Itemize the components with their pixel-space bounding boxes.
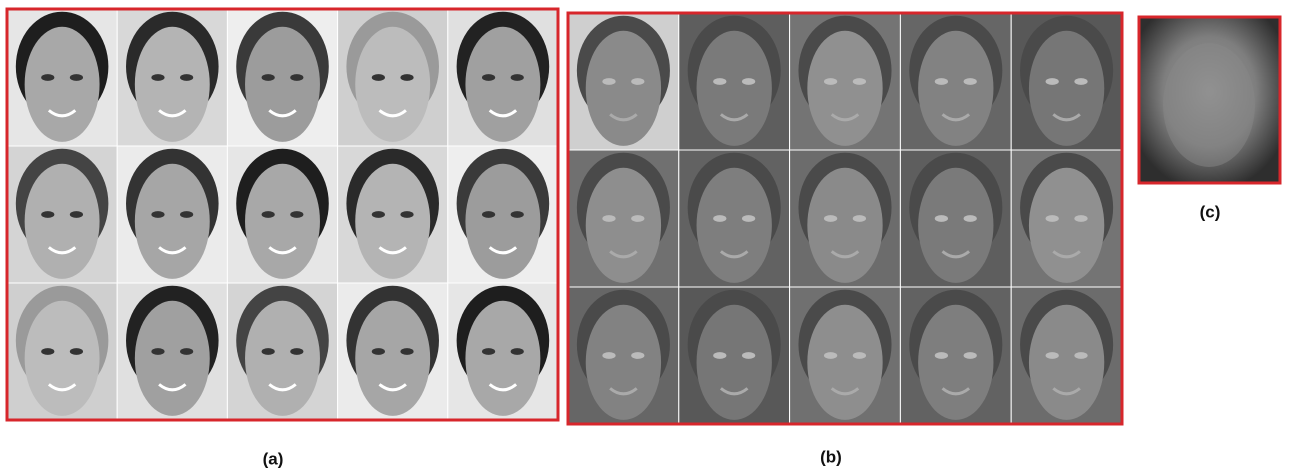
figure: (a) (b) (c) — [0, 0, 1289, 471]
eye — [935, 352, 948, 359]
eye — [511, 74, 524, 81]
eye — [631, 78, 644, 85]
face — [135, 27, 210, 142]
eye — [262, 348, 275, 355]
eye — [482, 348, 495, 355]
face — [1029, 168, 1104, 283]
panel-label: (c) — [1200, 202, 1221, 221]
eye — [602, 215, 615, 222]
eye — [964, 215, 977, 222]
eye — [511, 348, 524, 355]
eye — [964, 352, 977, 359]
eye — [70, 348, 83, 355]
face — [918, 168, 993, 283]
eye — [1074, 215, 1087, 222]
panel-label: (b) — [820, 447, 842, 466]
face — [355, 164, 430, 279]
face — [918, 31, 993, 146]
eye — [631, 215, 644, 222]
face — [135, 164, 210, 279]
eye — [372, 74, 385, 81]
face — [918, 305, 993, 420]
eye — [935, 78, 948, 85]
eye — [1074, 78, 1087, 85]
eye — [853, 215, 866, 222]
eye — [713, 352, 726, 359]
eye — [824, 215, 837, 222]
eye — [935, 215, 948, 222]
panel-a — [7, 9, 558, 420]
eye — [41, 348, 54, 355]
eye — [290, 211, 303, 218]
face — [25, 27, 100, 142]
eye — [713, 78, 726, 85]
face — [245, 27, 320, 142]
panel-c — [1139, 17, 1280, 183]
face — [586, 168, 661, 283]
eye — [713, 215, 726, 222]
face — [1029, 305, 1104, 420]
face — [355, 27, 430, 142]
eye — [482, 211, 495, 218]
eye — [41, 211, 54, 218]
eye — [372, 211, 385, 218]
face — [355, 301, 430, 416]
face — [697, 31, 772, 146]
eye — [853, 78, 866, 85]
face — [25, 301, 100, 416]
eye — [742, 215, 755, 222]
eye — [602, 78, 615, 85]
eye — [824, 352, 837, 359]
eye — [372, 348, 385, 355]
eye — [1046, 215, 1059, 222]
face — [465, 301, 540, 416]
face — [245, 164, 320, 279]
eye — [290, 348, 303, 355]
eye — [151, 348, 164, 355]
panel-label: (a) — [263, 449, 284, 468]
eye — [290, 74, 303, 81]
eye — [41, 74, 54, 81]
eye — [400, 74, 413, 81]
eye — [70, 211, 83, 218]
eye — [824, 78, 837, 85]
face — [25, 164, 100, 279]
eye — [262, 211, 275, 218]
eye — [151, 74, 164, 81]
face — [465, 27, 540, 142]
eye — [482, 74, 495, 81]
face — [697, 305, 772, 420]
mean-face-shape — [1163, 43, 1255, 167]
eye — [1074, 352, 1087, 359]
face — [807, 31, 882, 146]
face — [465, 164, 540, 279]
eye — [1046, 352, 1059, 359]
eye — [180, 74, 193, 81]
eye — [511, 211, 524, 218]
eye — [400, 348, 413, 355]
eye — [964, 78, 977, 85]
eye — [151, 211, 164, 218]
face — [807, 168, 882, 283]
eye — [602, 352, 615, 359]
eye — [262, 74, 275, 81]
face — [245, 301, 320, 416]
eye — [180, 348, 193, 355]
face — [807, 305, 882, 420]
face — [586, 31, 661, 146]
panel-b — [568, 13, 1122, 424]
face — [586, 305, 661, 420]
eye — [70, 74, 83, 81]
eye — [742, 352, 755, 359]
face — [135, 301, 210, 416]
eye — [400, 211, 413, 218]
face — [1029, 31, 1104, 146]
eye — [742, 78, 755, 85]
face — [697, 168, 772, 283]
eye — [1046, 78, 1059, 85]
eye — [631, 352, 644, 359]
eye — [180, 211, 193, 218]
eye — [853, 352, 866, 359]
